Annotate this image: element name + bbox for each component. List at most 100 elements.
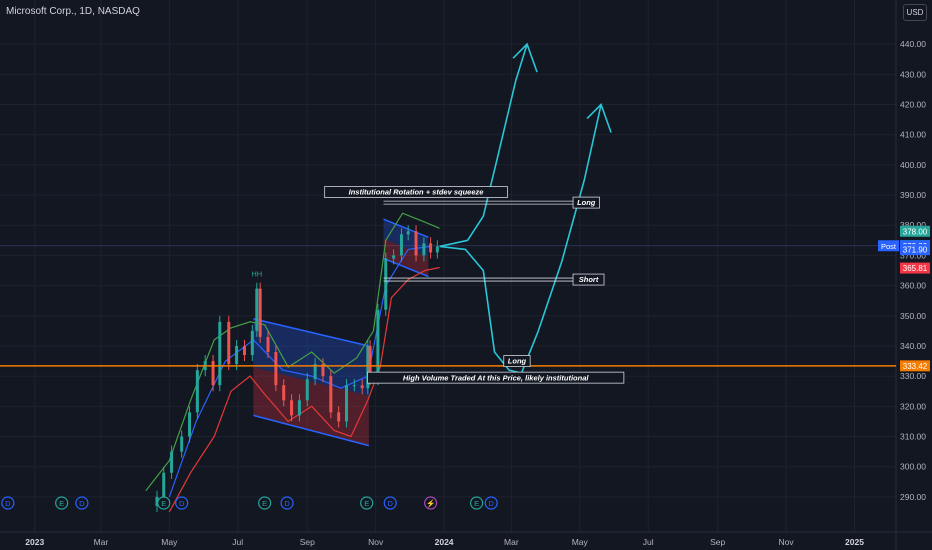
channel-upper-fill xyxy=(253,318,369,396)
price-label-371.90: 371.90 xyxy=(900,244,930,256)
event-dividend-icon[interactable]: D xyxy=(1,496,15,510)
price-label-bg xyxy=(900,262,930,274)
event-letter: D xyxy=(79,499,85,508)
candle xyxy=(266,336,270,352)
event-letter: D xyxy=(284,499,290,508)
hh-label: HH xyxy=(251,270,262,279)
channel-upper-line xyxy=(383,218,429,238)
channel-upper-line xyxy=(253,318,370,347)
event-circle xyxy=(424,496,438,510)
price-tick-label: 370.00 xyxy=(900,250,926,260)
candle xyxy=(227,321,231,365)
candle xyxy=(313,364,317,380)
event-earnings-icon[interactable]: E xyxy=(360,496,374,510)
time-tick-label: Jul xyxy=(643,537,654,547)
candle xyxy=(435,246,439,253)
price-label-bg xyxy=(900,225,930,237)
projection-arrowhead-1 xyxy=(512,42,538,73)
candle xyxy=(282,385,286,401)
time-tick-label: Mar xyxy=(94,537,109,547)
price-tick-label: 400.00 xyxy=(900,160,926,170)
event-dividend-icon[interactable]: D xyxy=(175,496,189,510)
event-split-icon[interactable]: ⚡ xyxy=(424,496,438,510)
event-circle xyxy=(360,496,374,510)
event-letter: D xyxy=(488,499,494,508)
event-circle xyxy=(258,496,272,510)
candle xyxy=(414,231,418,256)
candle xyxy=(235,345,239,365)
event-earnings-icon[interactable]: E xyxy=(55,496,69,510)
price-tick-label: 360.00 xyxy=(900,281,926,291)
candle xyxy=(162,472,166,497)
price-tick-label: 380.00 xyxy=(900,220,926,230)
institutional-label[interactable]: Institutional Rotation + stdev squeeze xyxy=(324,186,508,198)
event-circle xyxy=(383,496,397,510)
candle xyxy=(211,361,215,386)
candles xyxy=(155,225,439,512)
channel-lower-fill xyxy=(383,238,429,277)
price-tag-text: Post xyxy=(881,242,897,251)
event-letter: ⚡ xyxy=(426,499,435,508)
price-label-text: 333.42 xyxy=(903,362,928,371)
time-tick-label: Nov xyxy=(779,537,795,547)
projection-path-2[interactable] xyxy=(439,104,602,374)
price-tick-label: 300.00 xyxy=(900,462,926,472)
moving-average-red xyxy=(168,266,440,513)
candle xyxy=(188,412,192,437)
price-tick-label: 390.00 xyxy=(900,190,926,200)
time-tick-label: Nov xyxy=(368,537,384,547)
event-circle xyxy=(469,496,484,510)
event-earnings-icon[interactable]: E xyxy=(469,496,484,510)
price-tick-label: 420.00 xyxy=(900,100,926,110)
candle xyxy=(290,400,294,416)
candle xyxy=(329,376,333,413)
price-tick-label: 290.00 xyxy=(900,492,926,502)
short-label[interactable]: Short xyxy=(572,273,605,286)
candle xyxy=(337,412,341,422)
high-volume-label[interactable]: High Volume Traded At this Price, likely… xyxy=(367,371,625,384)
moving-average-green xyxy=(145,212,440,492)
time-tick-label: 2024 xyxy=(435,537,454,547)
price-tick-label: 440.00 xyxy=(900,39,926,49)
time-tick-label: Sep xyxy=(710,537,725,547)
price-label-365.81: 365.81 xyxy=(900,262,930,274)
candle xyxy=(392,255,396,259)
time-axis: 2023 Mar May Jul Sep Nov 2024 Mar May Jul Sep Nov 20… xyxy=(25,537,864,547)
label-text: Long xyxy=(577,198,596,207)
time-tick-label: May xyxy=(572,537,589,547)
event-dividend-icon[interactable]: D xyxy=(383,496,397,510)
candle xyxy=(255,288,259,331)
candle xyxy=(242,345,246,356)
event-dividend-icon[interactable]: D xyxy=(484,496,498,510)
label-box xyxy=(503,355,531,367)
candle xyxy=(406,231,410,235)
event-dividend-icon[interactable]: D xyxy=(75,496,89,510)
event-earnings-icon[interactable]: E xyxy=(157,496,171,510)
event-dividend-icon[interactable]: D xyxy=(280,496,294,510)
candle xyxy=(297,400,301,416)
moving-average-blue xyxy=(168,245,431,498)
long-top-label[interactable]: Long xyxy=(572,196,600,209)
candle xyxy=(368,345,372,380)
time-tick-label: Jul xyxy=(232,537,243,547)
price-label-text: 371.90 xyxy=(903,246,928,255)
event-earnings-icon[interactable]: E xyxy=(258,496,272,510)
price-label-333.42: 333.42 xyxy=(900,360,930,372)
label-box xyxy=(572,273,605,286)
event-letter: D xyxy=(5,499,11,508)
event-circle xyxy=(280,496,294,510)
candle xyxy=(360,385,364,389)
event-circle xyxy=(175,496,189,510)
label-text: Short xyxy=(579,275,599,284)
long-bottom-label[interactable]: Long xyxy=(503,355,531,367)
time-tick-label: Sep xyxy=(300,537,315,547)
label-box xyxy=(572,196,600,209)
currency-button[interactable]: USD xyxy=(903,4,927,21)
candle xyxy=(352,385,356,387)
projection-path-1[interactable] xyxy=(439,43,528,248)
event-letter: E xyxy=(364,499,369,508)
price-label-bg xyxy=(900,360,930,372)
projection-arrowhead-2 xyxy=(586,103,612,133)
